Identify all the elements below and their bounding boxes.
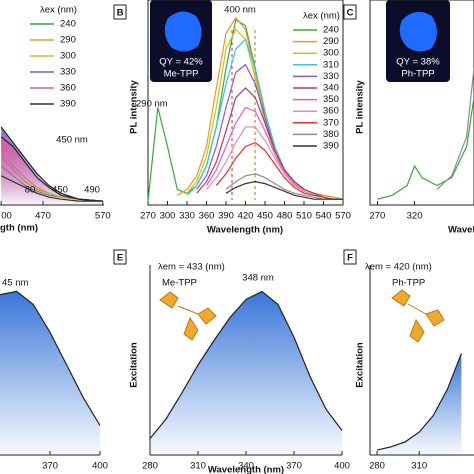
- annotation: 80: [25, 185, 36, 196]
- x-axis-label: Wavelength (nm): [207, 225, 283, 236]
- x-tick-label: 450: [257, 211, 273, 222]
- x-axis-label: Wavel: [448, 225, 474, 236]
- y-axis-label: PL intensity: [355, 79, 366, 133]
- annotation: 45 nm: [2, 278, 28, 289]
- x-tick-label: 510: [296, 211, 312, 222]
- x-tick-label: 280: [369, 461, 385, 472]
- legend-title: λex (nm): [40, 5, 77, 16]
- molecule-icon: [391, 289, 445, 343]
- legend-label: 290: [60, 35, 76, 46]
- legend-label: 290: [323, 36, 339, 47]
- x-tick-label: 270: [140, 211, 156, 222]
- x-tick-label: 310: [411, 461, 427, 472]
- plot-frame: [369, 0, 474, 206]
- annotation: Ph-TPP: [401, 69, 434, 80]
- line: [0, 290, 101, 426]
- legend-label: 330: [323, 71, 339, 82]
- panel-letter-box: [113, 4, 127, 20]
- legend-label: 240: [323, 25, 339, 36]
- y-axis-label: PL intensity: [129, 79, 140, 133]
- panel-letter-box: [343, 4, 357, 20]
- line: [225, 180, 343, 200]
- x-tick-label: 480: [277, 211, 293, 222]
- panel-letter-box: [113, 249, 127, 265]
- legend-label: 390: [323, 141, 339, 152]
- line: [196, 63, 343, 200]
- panel-letter-box: [343, 249, 357, 265]
- annotation: QY = 42%: [159, 57, 203, 68]
- molecule-icon: [159, 291, 217, 341]
- line: [0, 136, 103, 202]
- legend-label: 310: [323, 59, 339, 70]
- annotation: 290 nm: [136, 99, 168, 110]
- legend-label: 380: [323, 129, 339, 140]
- x-tick-label: 310: [190, 461, 206, 472]
- x-tick-label: 540: [316, 211, 332, 222]
- legend-label: 330: [60, 67, 76, 78]
- line: [376, 353, 462, 451]
- legend-label: 360: [323, 106, 339, 117]
- x-tick-label: 300: [160, 211, 176, 222]
- legend-label: 360: [60, 83, 76, 94]
- legend-label: 340: [323, 83, 339, 94]
- annotation: QY = 38%: [396, 57, 440, 68]
- x-tick-label: 00: [1, 211, 12, 222]
- x-tick-label: 340: [238, 461, 254, 472]
- panel-letter: E: [117, 253, 123, 264]
- inset-blob: [399, 11, 437, 52]
- x-tick-label: 360: [199, 211, 215, 222]
- panel-letter: F: [347, 253, 353, 264]
- legend-label: 390: [60, 99, 76, 110]
- x-tick-label: 570: [95, 211, 111, 222]
- x-tick-label: 400: [92, 461, 108, 472]
- annotation: Me-TPP: [164, 69, 199, 80]
- line: [215, 141, 343, 200]
- x-tick-label: 470: [35, 211, 51, 222]
- annotation: 450 nm: [56, 135, 88, 146]
- legend-label: 240: [60, 19, 76, 30]
- annotation: 348 nm: [242, 273, 274, 284]
- annotation: Me-TPP: [162, 278, 197, 289]
- y-axis-label: Excitation: [355, 342, 366, 388]
- legend-label: 300: [323, 48, 339, 59]
- area: [0, 291, 100, 455]
- inset-blob: [164, 11, 202, 52]
- line: [377, 97, 474, 200]
- legend-title: λex (nm): [303, 11, 340, 22]
- panel-letter: B: [117, 8, 124, 19]
- x-tick-label: 320: [407, 211, 423, 222]
- x-tick-label: 400: [334, 461, 350, 472]
- x-axis-label: Wavelength (nm): [208, 465, 284, 474]
- x-tick-label: 370: [286, 461, 302, 472]
- line: [436, 68, 474, 190]
- annotation: λem = 420 (nm): [365, 262, 432, 273]
- x-tick-label: 570: [335, 211, 351, 222]
- annotation: 450: [52, 185, 68, 196]
- x-tick-label: 390: [218, 211, 234, 222]
- line: [0, 175, 103, 202]
- area: [377, 353, 462, 455]
- legend-label: 370: [323, 117, 339, 128]
- y-axis-label: Excitation: [129, 342, 140, 388]
- legend-label: 350: [323, 94, 339, 105]
- x-axis-label: gth (nm): [0, 223, 38, 234]
- x-tick-label: 420: [238, 211, 254, 222]
- x-tick-label: 330: [179, 211, 195, 222]
- legend-label: 300: [60, 51, 76, 62]
- panel-letter: C: [347, 8, 354, 19]
- line: [196, 87, 343, 200]
- annotation: 400 nm: [224, 5, 256, 16]
- annotation: Ph-TPP: [392, 278, 425, 289]
- annotation: λem = 433 (nm): [158, 262, 225, 273]
- line: [149, 290, 343, 439]
- area: [150, 291, 342, 455]
- x-tick-label: 370: [42, 461, 58, 472]
- x-tick-label: 280: [142, 461, 158, 472]
- annotation: 490: [84, 185, 100, 196]
- x-tick-label: 270: [369, 211, 385, 222]
